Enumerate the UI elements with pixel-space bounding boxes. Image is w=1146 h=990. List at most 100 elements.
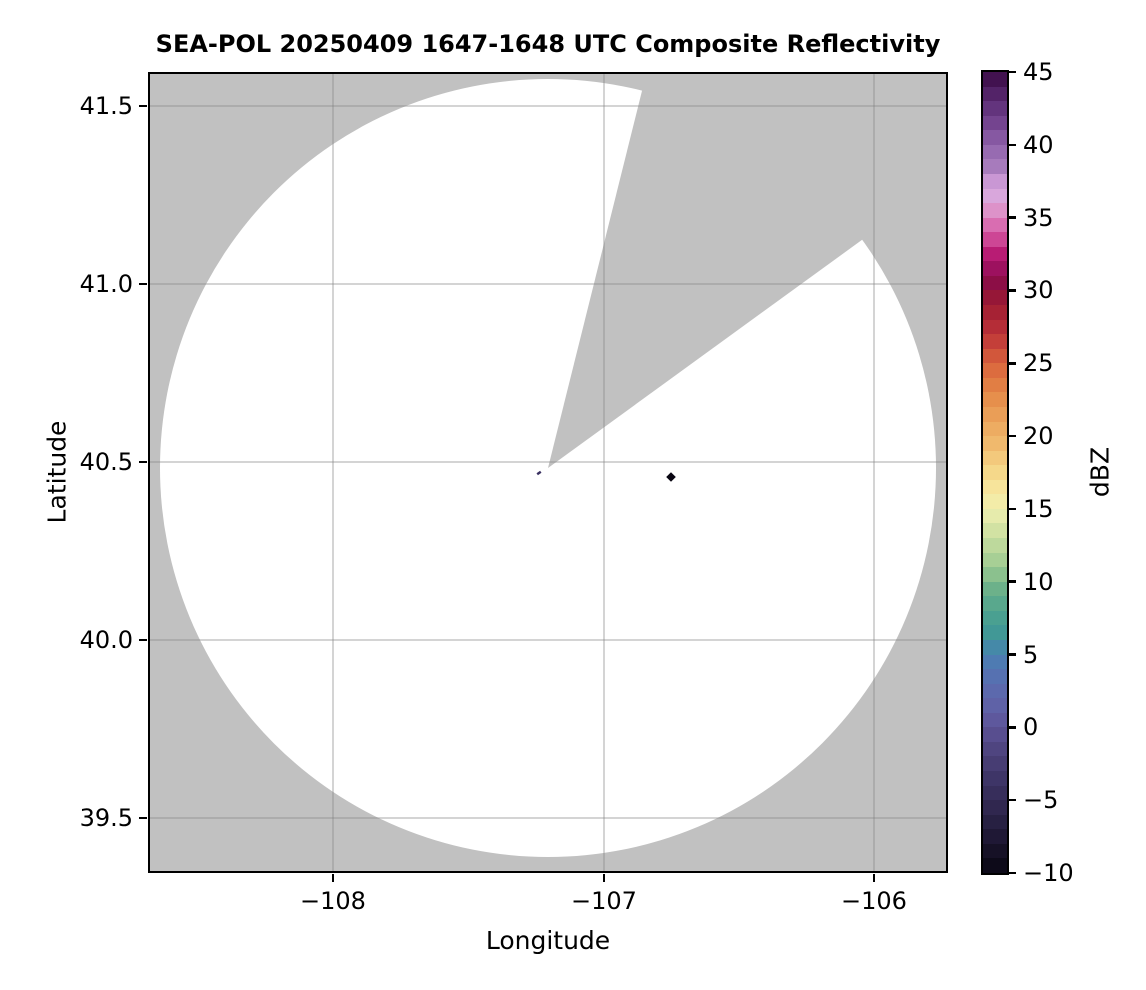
colorbar bbox=[981, 70, 1009, 875]
colorbar-band bbox=[983, 115, 1007, 131]
colorbar-tick bbox=[1009, 289, 1016, 292]
echo-speck bbox=[536, 470, 542, 476]
colorbar-tick bbox=[1009, 143, 1016, 147]
colorbar-band bbox=[983, 392, 1007, 407]
colorbar-tick-label: 0 bbox=[1023, 713, 1039, 742]
x-axis-tick bbox=[602, 874, 606, 882]
colorbar-tick bbox=[1009, 580, 1016, 583]
colorbar-band bbox=[983, 217, 1007, 233]
colorbar-tick bbox=[1009, 434, 1016, 438]
chart-title: SEA-POL 20250409 1647-1648 UTC Composite… bbox=[155, 30, 941, 58]
colorbar-band bbox=[983, 596, 1007, 611]
radar-map-plot bbox=[148, 72, 948, 873]
colorbar-tick-label: 5 bbox=[1023, 640, 1039, 669]
colorbar-band bbox=[983, 101, 1007, 116]
plot-border bbox=[148, 72, 948, 873]
colorbar-band bbox=[983, 494, 1007, 509]
colorbar-tick-label: 30 bbox=[1023, 276, 1054, 305]
colorbar-band bbox=[983, 756, 1007, 771]
y-tick-label: 40.0 bbox=[79, 626, 133, 654]
colorbar-band bbox=[983, 319, 1007, 335]
colorbar-tick bbox=[1009, 871, 1016, 875]
colorbar-band bbox=[983, 377, 1007, 393]
colorbar-band bbox=[983, 450, 1007, 466]
colorbar-band bbox=[983, 538, 1007, 553]
colorbar-tick-label: 25 bbox=[1023, 349, 1054, 378]
x-axis-tick bbox=[872, 874, 876, 882]
colorbar-tick-label: −10 bbox=[1023, 859, 1074, 887]
colorbar-band bbox=[983, 858, 1007, 873]
colorbar-tick-label: −5 bbox=[1023, 786, 1059, 815]
colorbar-label: dBZ bbox=[1085, 446, 1115, 498]
colorbar-band bbox=[983, 785, 1007, 801]
colorbar-band bbox=[983, 261, 1007, 276]
colorbar-band bbox=[983, 639, 1007, 655]
colorbar-band bbox=[983, 275, 1007, 291]
x-tick-label: −108 bbox=[300, 887, 366, 915]
colorbar-band bbox=[983, 581, 1007, 597]
y-tick-label: 40.5 bbox=[79, 448, 133, 476]
colorbar-band bbox=[983, 348, 1007, 364]
colorbar-band bbox=[983, 523, 1007, 538]
colorbar-tick bbox=[1009, 726, 1016, 729]
colorbar-tick bbox=[1009, 70, 1016, 74]
colorbar-band bbox=[983, 232, 1007, 247]
y-axis-tick bbox=[139, 460, 147, 464]
colorbar-band bbox=[983, 436, 1007, 451]
colorbar-band bbox=[983, 334, 1007, 349]
colorbar-band bbox=[983, 246, 1007, 262]
y-tick-label: 41.5 bbox=[79, 92, 133, 120]
y-tick-label: 41.0 bbox=[79, 270, 133, 298]
colorbar-tick-label: 15 bbox=[1023, 494, 1054, 523]
colorbar-tick bbox=[1009, 362, 1016, 365]
colorbar-band bbox=[983, 86, 1007, 102]
colorbar-band bbox=[983, 683, 1007, 699]
colorbar-band bbox=[983, 712, 1007, 728]
colorbar-band bbox=[983, 552, 1007, 568]
colorbar-tick-label: 45 bbox=[1023, 58, 1054, 86]
colorbar-band bbox=[983, 771, 1007, 786]
colorbar-tick-label: 40 bbox=[1023, 130, 1054, 159]
y-axis-tick bbox=[139, 638, 147, 642]
colorbar-band bbox=[983, 479, 1007, 495]
colorbar-band bbox=[983, 363, 1007, 378]
colorbar-tick-label: 20 bbox=[1023, 422, 1054, 451]
y-axis-tick bbox=[139, 816, 147, 820]
colorbar-band bbox=[983, 188, 1007, 204]
colorbar-band bbox=[983, 567, 1007, 582]
x-axis-tick bbox=[331, 874, 335, 882]
colorbar-band bbox=[983, 610, 1007, 626]
colorbar-band bbox=[983, 305, 1007, 320]
colorbar-tick bbox=[1009, 798, 1016, 802]
no-data-wedge bbox=[548, 72, 948, 468]
colorbar-band bbox=[983, 508, 1007, 524]
colorbar-band bbox=[983, 173, 1007, 189]
colorbar-band bbox=[983, 843, 1007, 859]
colorbar-band bbox=[983, 421, 1007, 437]
colorbar-tick-label: 35 bbox=[1023, 203, 1054, 232]
colorbar-band bbox=[983, 130, 1007, 145]
colorbar-band bbox=[983, 727, 1007, 742]
colorbar-band bbox=[983, 406, 1007, 422]
colorbar-tick bbox=[1009, 653, 1016, 656]
x-tick-label: −106 bbox=[841, 887, 907, 915]
x-axis-label: Longitude bbox=[485, 926, 611, 955]
x-tick-label: −107 bbox=[571, 887, 637, 915]
colorbar-band bbox=[983, 290, 1007, 305]
y-axis-tick bbox=[139, 282, 147, 286]
y-axis-tick bbox=[139, 104, 147, 108]
colorbar-band bbox=[983, 800, 1007, 815]
colorbar-band bbox=[983, 814, 1007, 830]
colorbar-band bbox=[983, 625, 1007, 640]
colorbar-band bbox=[983, 829, 1007, 844]
colorbar-band bbox=[983, 654, 1007, 670]
colorbar-band bbox=[983, 203, 1007, 218]
colorbar-tick bbox=[1009, 507, 1016, 511]
y-tick-label: 39.5 bbox=[79, 804, 133, 832]
colorbar-band bbox=[983, 72, 1007, 87]
colorbar-tick-label: 10 bbox=[1023, 567, 1054, 596]
colorbar-band bbox=[983, 741, 1007, 757]
colorbar-band bbox=[983, 159, 1007, 174]
colorbar-band bbox=[983, 144, 1007, 160]
